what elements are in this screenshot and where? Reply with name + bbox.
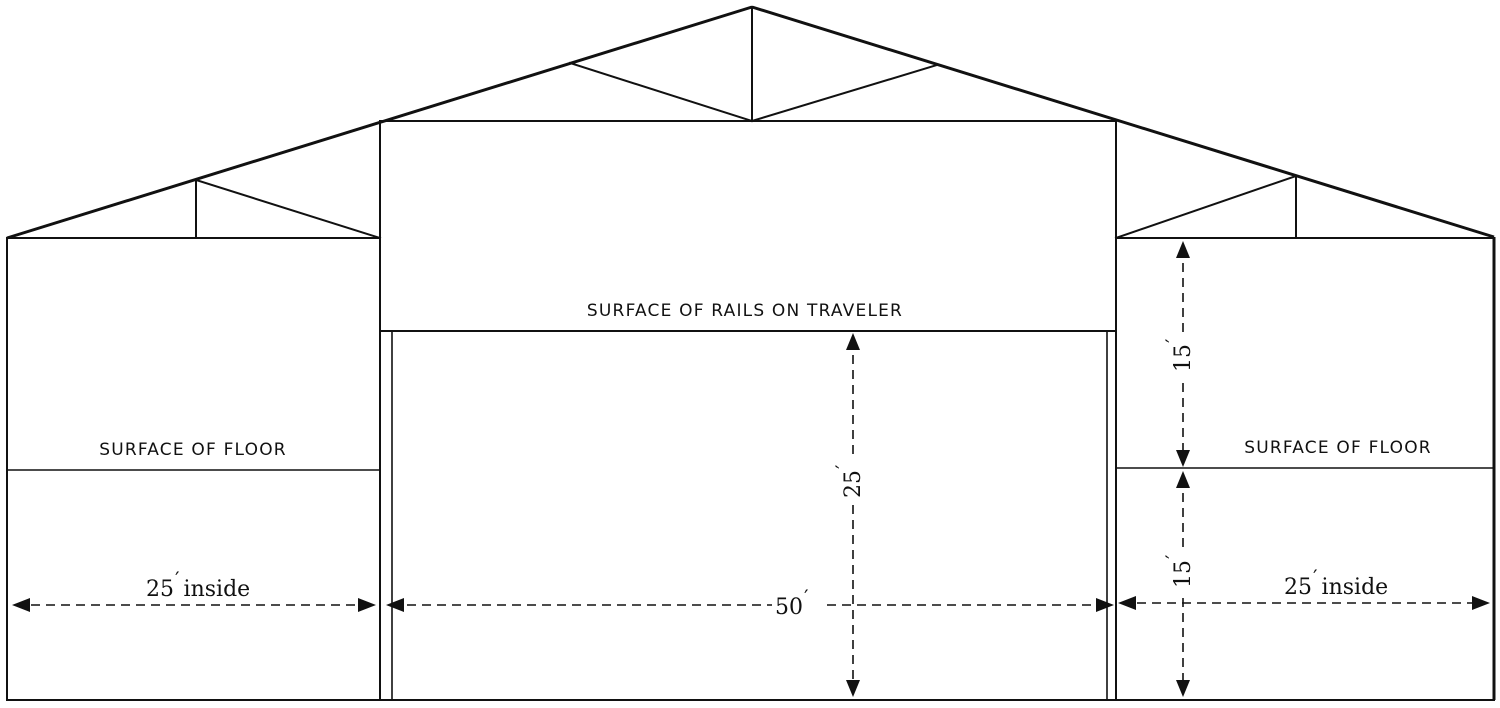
lower-height-dimension: 15′ bbox=[1161, 471, 1198, 697]
left-bay-width-text: 25′ inside bbox=[146, 567, 250, 602]
floor-right-label: SURFACE OF FLOOR bbox=[1244, 438, 1432, 458]
right-truss bbox=[1114, 174, 1495, 240]
left-truss bbox=[6, 178, 382, 240]
floor-left-label: SURFACE OF FLOOR bbox=[99, 440, 287, 460]
center-width-text: 50′ bbox=[775, 585, 809, 620]
lower-height-text: 15′ bbox=[1161, 554, 1196, 588]
rails-surface-label: SURFACE OF RAILS ON TRAVELER bbox=[587, 301, 903, 321]
traveler-depth-dimension: 25′ bbox=[831, 333, 868, 697]
upper-height-text: 15′ bbox=[1161, 338, 1196, 372]
right-bay-width-text: 25′ inside bbox=[1284, 565, 1388, 600]
upper-height-dimension: 15′ bbox=[1161, 241, 1198, 467]
surfaces bbox=[7, 330, 1494, 471]
left-bay-dimension: 25′ inside bbox=[12, 567, 376, 612]
center-width-dimension: 50′ bbox=[386, 585, 1114, 620]
center-truss bbox=[379, 6, 1117, 123]
roof bbox=[6, 5, 1495, 240]
traveler-depth-text: 25′ bbox=[831, 464, 866, 498]
walls bbox=[6, 120, 1496, 701]
